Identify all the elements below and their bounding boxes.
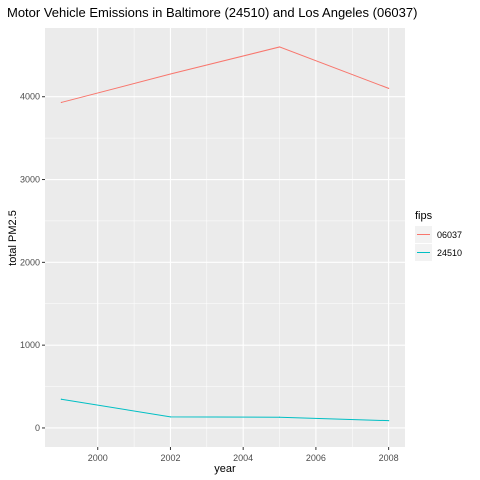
plot-panel	[45, 28, 405, 447]
y-tick-label: 3000	[20, 175, 40, 185]
x-tick-label: 2000	[88, 453, 108, 463]
data-point-24510	[278, 416, 281, 418]
chart-title: Motor Vehicle Emissions in Baltimore (24…	[7, 5, 417, 20]
y-axis-title: total PM2.5	[7, 210, 19, 266]
legend-items: 06037 24510	[415, 226, 462, 261]
legend: fips 06037 24510	[415, 210, 462, 261]
data-point-06037	[169, 73, 172, 75]
legend-label-06037: 06037	[437, 230, 462, 240]
data-point-24510	[169, 416, 172, 418]
y-tick-label: 4000	[20, 92, 40, 102]
grid-layer	[45, 28, 405, 447]
y-tick-label: 2000	[20, 257, 40, 267]
x-tick-label: 2002	[160, 453, 180, 463]
series-layer	[60, 46, 390, 422]
data-point-24510	[60, 398, 62, 400]
legend-title: fips	[415, 210, 433, 222]
legend-label-24510: 24510	[437, 248, 462, 258]
axis-layer: 2000 2002 2004 2006 2008 0 1000 2000 3000 4000	[20, 92, 399, 463]
data-point-06037	[388, 87, 390, 89]
data-point-06037	[60, 101, 62, 104]
x-axis-title: year	[214, 463, 236, 475]
series-line-06037	[61, 46, 389, 103]
data-point-24510	[388, 420, 390, 422]
series-line-24510	[61, 398, 389, 422]
y-tick-label: 0	[35, 423, 40, 433]
x-tick-label: 2008	[379, 453, 399, 463]
y-tick-label: 1000	[20, 340, 40, 350]
x-tick-label: 2006	[306, 453, 326, 463]
x-tick-label: 2004	[233, 453, 253, 463]
data-point-06037	[278, 46, 281, 48]
